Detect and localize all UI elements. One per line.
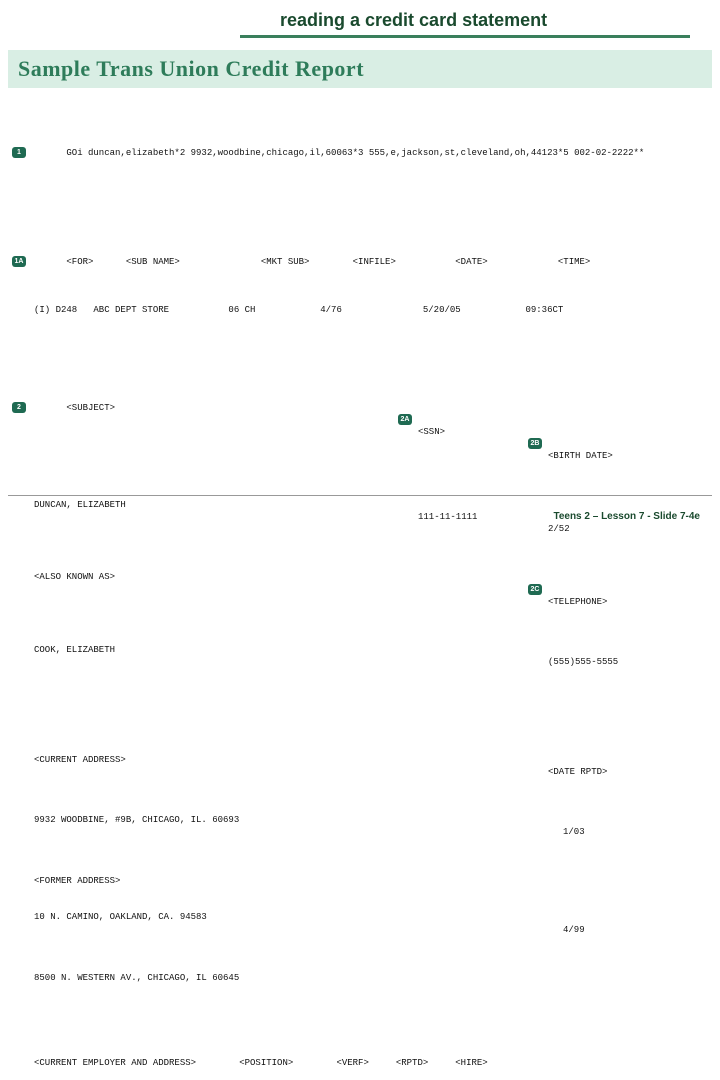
report-line: 2 <SUBJECT> 2A <SSN> 2B <BIRTH DATE> bbox=[8, 389, 712, 474]
report-header: Sample Trans Union Credit Report bbox=[8, 50, 712, 88]
credit-report: Sample Trans Union Credit Report 1 GOi du… bbox=[8, 50, 712, 1080]
text-line: 4/99 bbox=[563, 924, 585, 936]
blank-line bbox=[8, 1009, 712, 1021]
report-line: (I) D248 ABC DEPT STORE 06 CH 4/76 5/20/… bbox=[8, 304, 712, 316]
text-line: 9932 WOODBINE, #9B, CHICAGO, IL. 60693 bbox=[34, 815, 239, 825]
text-line: 1/03 bbox=[563, 826, 585, 838]
report-body: 1 GOi duncan,elizabeth*2 9932,woodbine,ch… bbox=[8, 88, 712, 1080]
report-line: 1A <FOR> <SUB NAME> <MKT SUB> <INFILE> <D… bbox=[8, 244, 712, 280]
marker-2a: 2A bbox=[398, 414, 412, 425]
blank-line bbox=[8, 705, 712, 717]
report-line: COOK, ELIZABETH (555)555-5555 bbox=[8, 644, 712, 680]
report-line: <CURRENT EMPLOYER AND ADDRESS> <POSITION… bbox=[8, 1057, 712, 1069]
blank-line bbox=[8, 195, 712, 207]
text-line: <SUBJECT> bbox=[66, 403, 115, 413]
text-line: 8500 N. WESTERN AV., CHICAGO, IL 60645 bbox=[34, 973, 239, 983]
report-line: <ALSO KNOWN AS> 2C <TELEPHONE> bbox=[8, 571, 712, 620]
report-line: 8500 N. WESTERN AV., CHICAGO, IL 60645 bbox=[8, 972, 712, 984]
text-line: 111-11-1111 bbox=[418, 511, 477, 523]
marker-1a: 1A bbox=[12, 256, 26, 267]
text-line: GOi duncan,elizabeth*2 9932,woodbine,chi… bbox=[66, 148, 644, 158]
text-line: <TELEPHONE> bbox=[548, 596, 607, 608]
blank-line bbox=[8, 341, 712, 353]
text-line: 2/52 bbox=[548, 523, 570, 535]
text-line: <FORMER ADDRESS> bbox=[34, 876, 120, 886]
marker-2: 2 bbox=[12, 402, 26, 413]
report-line: <CURRENT ADDRESS> <DATE RPTD> bbox=[8, 754, 712, 790]
report-line: 10 N. CAMINO, OAKLAND, CA. 94583 4/99 bbox=[8, 911, 712, 947]
text-line: <FOR> <SUB NAME> <MKT SUB> <INFILE> <DAT… bbox=[66, 257, 590, 267]
slide-title: reading a credit card statement bbox=[240, 10, 690, 38]
text-line: COOK, ELIZABETH bbox=[34, 645, 115, 655]
text-line: <BIRTH DATE> bbox=[548, 450, 613, 462]
text-line: DUNCAN, ELIZABETH bbox=[34, 500, 126, 510]
text-line: (555)555-5555 bbox=[548, 656, 618, 668]
text-line: <DATE RPTD> bbox=[548, 766, 607, 778]
report-line: 9932 WOODBINE, #9B, CHICAGO, IL. 60693 1… bbox=[8, 814, 712, 850]
text-line: 10 N. CAMINO, OAKLAND, CA. 94583 bbox=[34, 912, 207, 922]
report-line: <FORMER ADDRESS> bbox=[8, 875, 712, 887]
text-line: <CURRENT EMPLOYER AND ADDRESS> <POSITION… bbox=[34, 1058, 488, 1068]
text-line: (I) D248 ABC DEPT STORE 06 CH 4/76 5/20/… bbox=[34, 305, 563, 315]
text-line: <SSN> bbox=[418, 426, 445, 438]
footer-divider bbox=[8, 495, 712, 496]
slide-footer: Teens 2 – Lesson 7 - Slide 7-4e bbox=[553, 511, 700, 522]
marker-2b: 2B bbox=[528, 438, 542, 449]
marker-2c: 2C bbox=[528, 584, 542, 595]
text-line: <ALSO KNOWN AS> bbox=[34, 572, 115, 582]
marker-1: 1 bbox=[12, 147, 26, 158]
text-line: <CURRENT ADDRESS> bbox=[34, 755, 126, 765]
report-line: 1 GOi duncan,elizabeth*2 9932,woodbine,ch… bbox=[8, 134, 712, 170]
